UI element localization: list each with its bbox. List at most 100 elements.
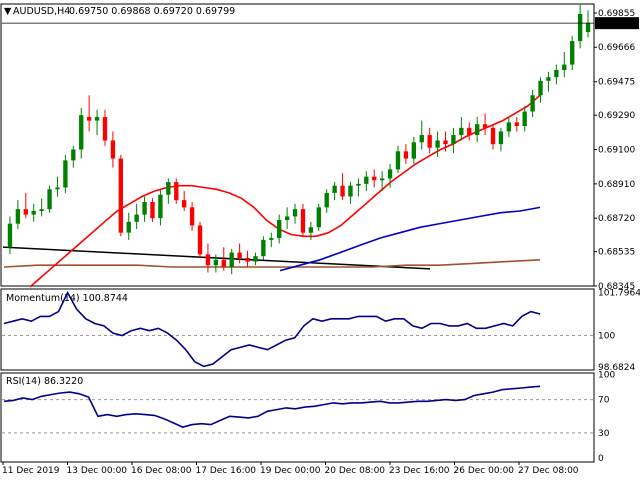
candle (126, 212, 131, 240)
candle-body (538, 80, 543, 96)
candle (197, 221, 203, 258)
candle-body (364, 176, 369, 184)
candle (395, 145, 401, 174)
candle (142, 196, 147, 222)
candle-body (110, 140, 116, 159)
candle-body (189, 207, 195, 226)
time-tick-label: 23 Dec 16:00 (389, 466, 450, 476)
candle (379, 171, 385, 192)
candle (451, 127, 456, 154)
sma-slow-line (3, 259, 541, 268)
price-tick-label: 0.69666 (598, 43, 635, 53)
candle (482, 113, 488, 136)
candle (245, 250, 250, 268)
price-tick-label: 0.68345 (598, 282, 635, 292)
candle-body (490, 127, 496, 145)
candle (490, 124, 496, 150)
panel-frame (0, 372, 595, 463)
candle (47, 185, 52, 213)
candle-body (158, 194, 163, 219)
candle (316, 203, 321, 231)
candle (514, 116, 519, 132)
candle-body (482, 124, 488, 128)
price-tick-label: 0.69855 (598, 9, 635, 19)
momentum-tick-label: 98.6824 (598, 363, 635, 373)
candle-body (514, 122, 519, 127)
candle (118, 154, 124, 237)
momentum-plot[interactable] (3, 290, 541, 368)
candle (63, 154, 68, 193)
candle-body (174, 182, 179, 201)
candle (506, 116, 512, 137)
candle (348, 182, 353, 204)
candle (324, 189, 329, 213)
rsi-title: RSI(14) 86.3220 (6, 376, 83, 387)
candle-body (546, 77, 551, 81)
candle-body (348, 185, 353, 197)
sma-mid-line (279, 206, 541, 272)
candle-body (419, 135, 424, 143)
candle-body (39, 209, 44, 211)
candle (158, 189, 163, 226)
candle-body (205, 254, 211, 266)
momentum-tick-label: 100 (598, 331, 615, 341)
candle (292, 203, 298, 224)
candle (102, 109, 108, 146)
momentum-tick-label: 101.7964 (598, 289, 640, 299)
rsi-plot[interactable] (3, 385, 541, 428)
trendline (2, 246, 431, 270)
candle-body (31, 210, 36, 215)
candle-body (300, 209, 306, 233)
candle-body (372, 176, 377, 181)
candle-body (277, 220, 282, 239)
candle (150, 198, 155, 222)
rsi-tick-label: 0 (598, 454, 604, 464)
candle (467, 122, 472, 141)
candle (79, 107, 84, 159)
candle (166, 178, 171, 204)
price-tick-label: 0.69100 (598, 146, 635, 156)
candle-body (395, 151, 401, 170)
candle (308, 221, 314, 240)
candle (474, 116, 480, 143)
candle-body (245, 257, 250, 262)
rsi-tick-label: 100 (598, 371, 615, 381)
candle-body (221, 259, 226, 268)
time-tick-label: 16 Dec 08:00 (131, 466, 192, 476)
ohlc-readout: 0.69750 0.69868 0.69720 0.69799 (69, 6, 235, 17)
candle-body (498, 131, 504, 145)
price-plot[interactable] (2, 4, 594, 288)
candle (15, 200, 21, 230)
price-tick-label: 0.69290 (598, 111, 635, 121)
time-tick-label: 20 Dec 08:00 (325, 466, 386, 476)
candle (530, 89, 535, 117)
candle-body (522, 111, 527, 127)
candle (55, 176, 60, 197)
candle (229, 248, 234, 275)
candle-body (269, 238, 274, 240)
price-tick-label: 0.68720 (598, 214, 635, 224)
candle-body (237, 252, 242, 258)
candle (71, 145, 76, 168)
candle-body (102, 116, 108, 141)
candle-body (316, 207, 321, 228)
candle-body (356, 183, 361, 186)
candle (261, 236, 266, 260)
candle (86, 95, 92, 132)
candle-body (435, 140, 440, 148)
axes: 0.69855 0.69666 0.69475 0.69290 0.69100 0.689… (2, 9, 640, 476)
current-price-marker (595, 17, 639, 30)
candle-body (585, 22, 591, 33)
candle (411, 136, 417, 164)
symbol-dropdown-icon[interactable]: ▼ (4, 6, 12, 17)
candle (443, 131, 448, 152)
candle (181, 191, 187, 211)
time-tick-label: 17 Dec 16:00 (196, 466, 257, 476)
candle-body (197, 225, 203, 255)
candle-body (506, 122, 512, 132)
candle (277, 214, 282, 244)
candle (403, 144, 409, 164)
momentum-line (3, 290, 541, 368)
candle-body (340, 185, 345, 197)
